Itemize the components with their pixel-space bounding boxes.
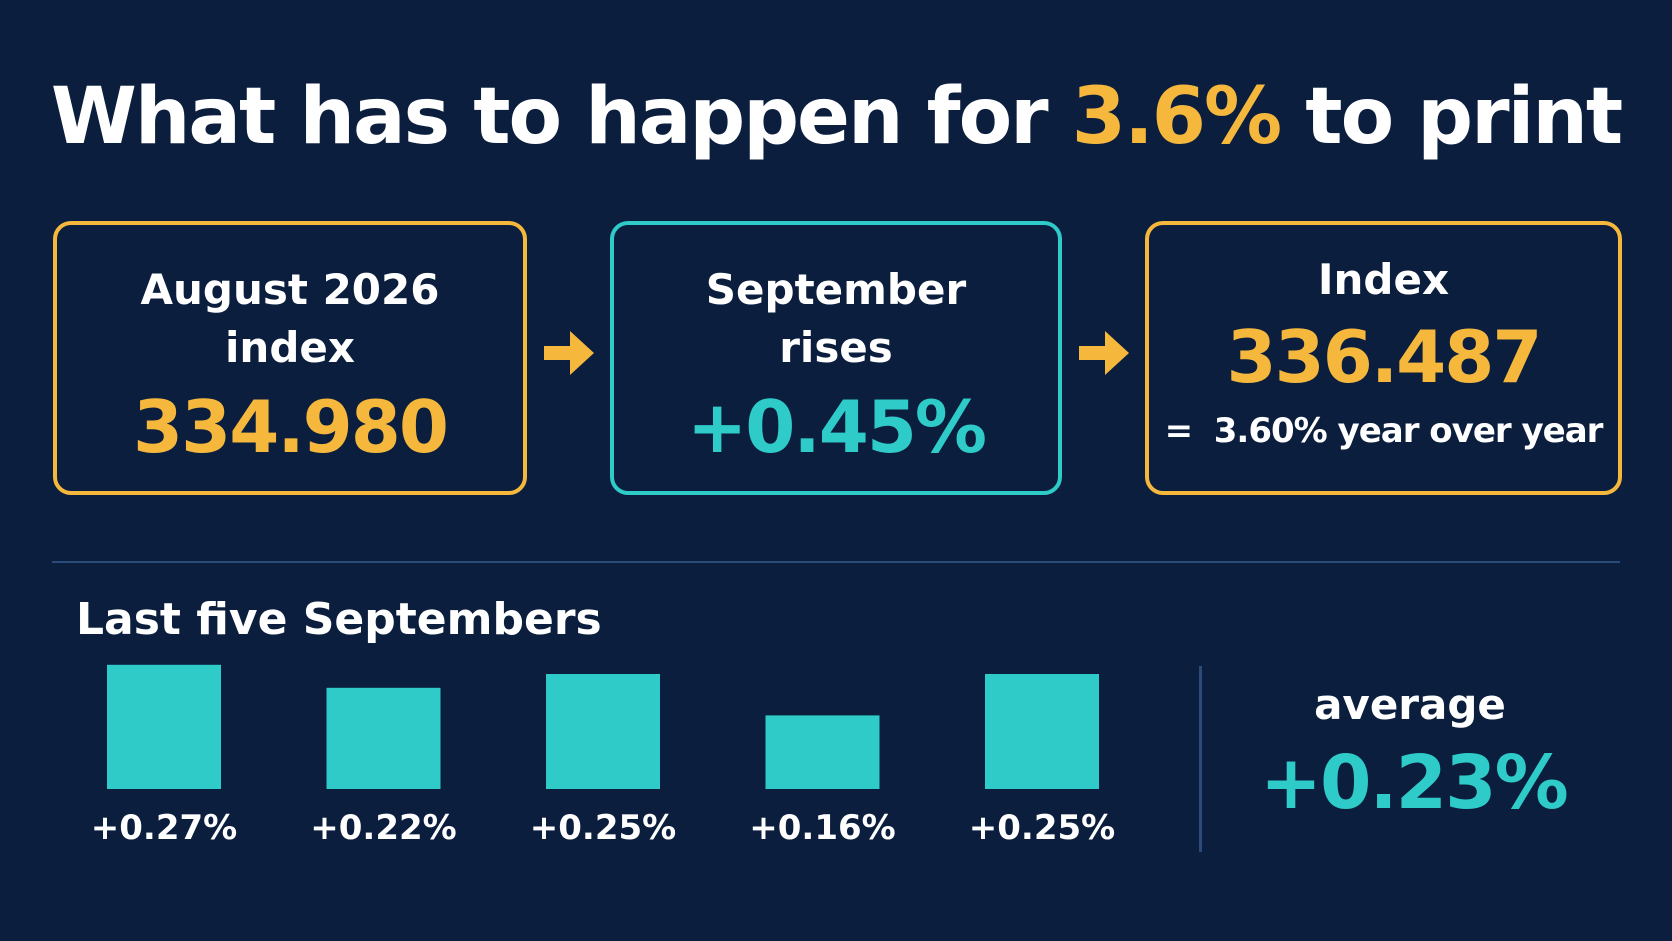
bar-3 bbox=[546, 674, 660, 789]
card-index-result: Index 336.487 = 3.60% year over year bbox=[1145, 221, 1622, 495]
card-label-line1: September bbox=[705, 265, 967, 314]
section-divider bbox=[52, 561, 1620, 563]
yoy-note: 3.60% year over year bbox=[1213, 411, 1604, 451]
card-value: 334.980 bbox=[133, 385, 449, 469]
card-value: 336.487 bbox=[1226, 315, 1543, 399]
chart-title: Last five Septembers bbox=[76, 594, 602, 645]
bar-label-1: +0.27% bbox=[91, 808, 237, 848]
title-after: to print bbox=[1280, 72, 1623, 162]
bar-4 bbox=[765, 715, 880, 789]
arrow-right-icon bbox=[1079, 331, 1129, 375]
card-label-line2: index bbox=[225, 323, 355, 372]
card-august-index: August 2026 index 334.980 bbox=[53, 221, 527, 495]
card-label-line1: August 2026 bbox=[140, 265, 440, 314]
average-label: average bbox=[1314, 680, 1506, 729]
card-value: +0.45% bbox=[686, 385, 987, 469]
card-note: = 3.60% year over year bbox=[1149, 411, 1618, 451]
bar-label-4: +0.16% bbox=[749, 808, 895, 848]
bar-label-3: +0.25% bbox=[530, 808, 676, 848]
bar-1 bbox=[107, 664, 221, 789]
arrow-right-icon bbox=[544, 331, 594, 375]
title-highlight: 3.6% bbox=[1071, 72, 1282, 162]
vertical-divider bbox=[1199, 666, 1202, 852]
bar-label-5: +0.25% bbox=[969, 808, 1115, 848]
equals-sign: = bbox=[1164, 411, 1193, 451]
bar-2 bbox=[326, 687, 441, 789]
bar-5 bbox=[985, 674, 1099, 789]
average-value: +0.23% bbox=[1260, 740, 1569, 826]
bar-label-2: +0.22% bbox=[310, 808, 456, 848]
title-before: What has to happen for bbox=[50, 72, 1072, 162]
card-label-line1: Index bbox=[1317, 255, 1450, 304]
card-september-rise: September rises +0.45% bbox=[610, 221, 1062, 495]
page-title: What has to happen for 3.6% to print bbox=[0, 78, 1672, 156]
card-label-line2: rises bbox=[779, 323, 893, 372]
